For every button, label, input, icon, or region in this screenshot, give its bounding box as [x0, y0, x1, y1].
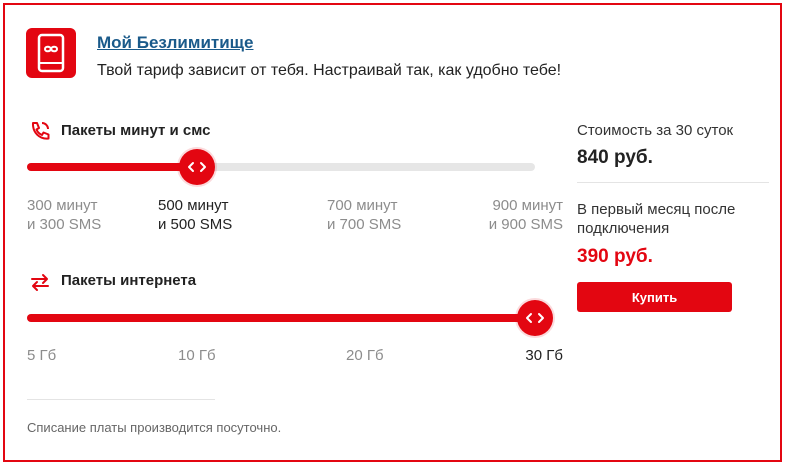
minutes-section-title: Пакеты минут и смс [61, 122, 211, 139]
phone-infinity-icon [26, 28, 76, 78]
chevrons-left-right-icon [526, 313, 544, 323]
exchange-arrows-icon [29, 271, 51, 293]
minutes-option-900[interactable]: 900 минут и 900 SMS [488, 197, 563, 233]
internet-slider-handle[interactable] [517, 300, 553, 336]
internet-slider-fill [27, 314, 535, 322]
internet-section-title: Пакеты интернета [61, 272, 197, 289]
first-month-value: 390 руб. [577, 246, 653, 267]
internet-option-5gb[interactable]: 5 Гб [27, 347, 57, 364]
phone-call-icon [29, 120, 51, 142]
footer-divider [27, 399, 215, 400]
pricing-divider [577, 182, 769, 183]
minutes-option-700[interactable]: 700 минут и 700 SMS [327, 197, 402, 233]
tariff-subtitle: Твой тариф зависит от тебя. Настраивай т… [97, 62, 562, 79]
internet-option-10gb[interactable]: 10 Гб [178, 347, 216, 364]
chevrons-left-right-icon [188, 162, 206, 172]
internet-option-20gb[interactable]: 20 Гб [346, 347, 384, 364]
tariff-title-link[interactable]: Мой Безлимитище [97, 33, 254, 52]
buy-button[interactable]: Купить [577, 282, 732, 312]
cost-label: Стоимость за 30 суток [577, 122, 734, 139]
minutes-option-300[interactable]: 300 минут и 300 SMS [27, 197, 102, 233]
cost-value: 840 руб. [577, 147, 653, 168]
minutes-slider-fill [27, 163, 195, 171]
first-month-label: В первый месяц после подключения [577, 201, 736, 237]
minutes-slider-track[interactable] [27, 163, 535, 171]
internet-option-30gb[interactable]: 30 Гб [525, 347, 563, 364]
tariff-card [3, 3, 782, 462]
billing-note: Списание платы производится посуточно. [27, 420, 282, 435]
minutes-option-500[interactable]: 500 минут и 500 SMS [158, 197, 233, 233]
minutes-slider-handle[interactable] [179, 149, 215, 185]
